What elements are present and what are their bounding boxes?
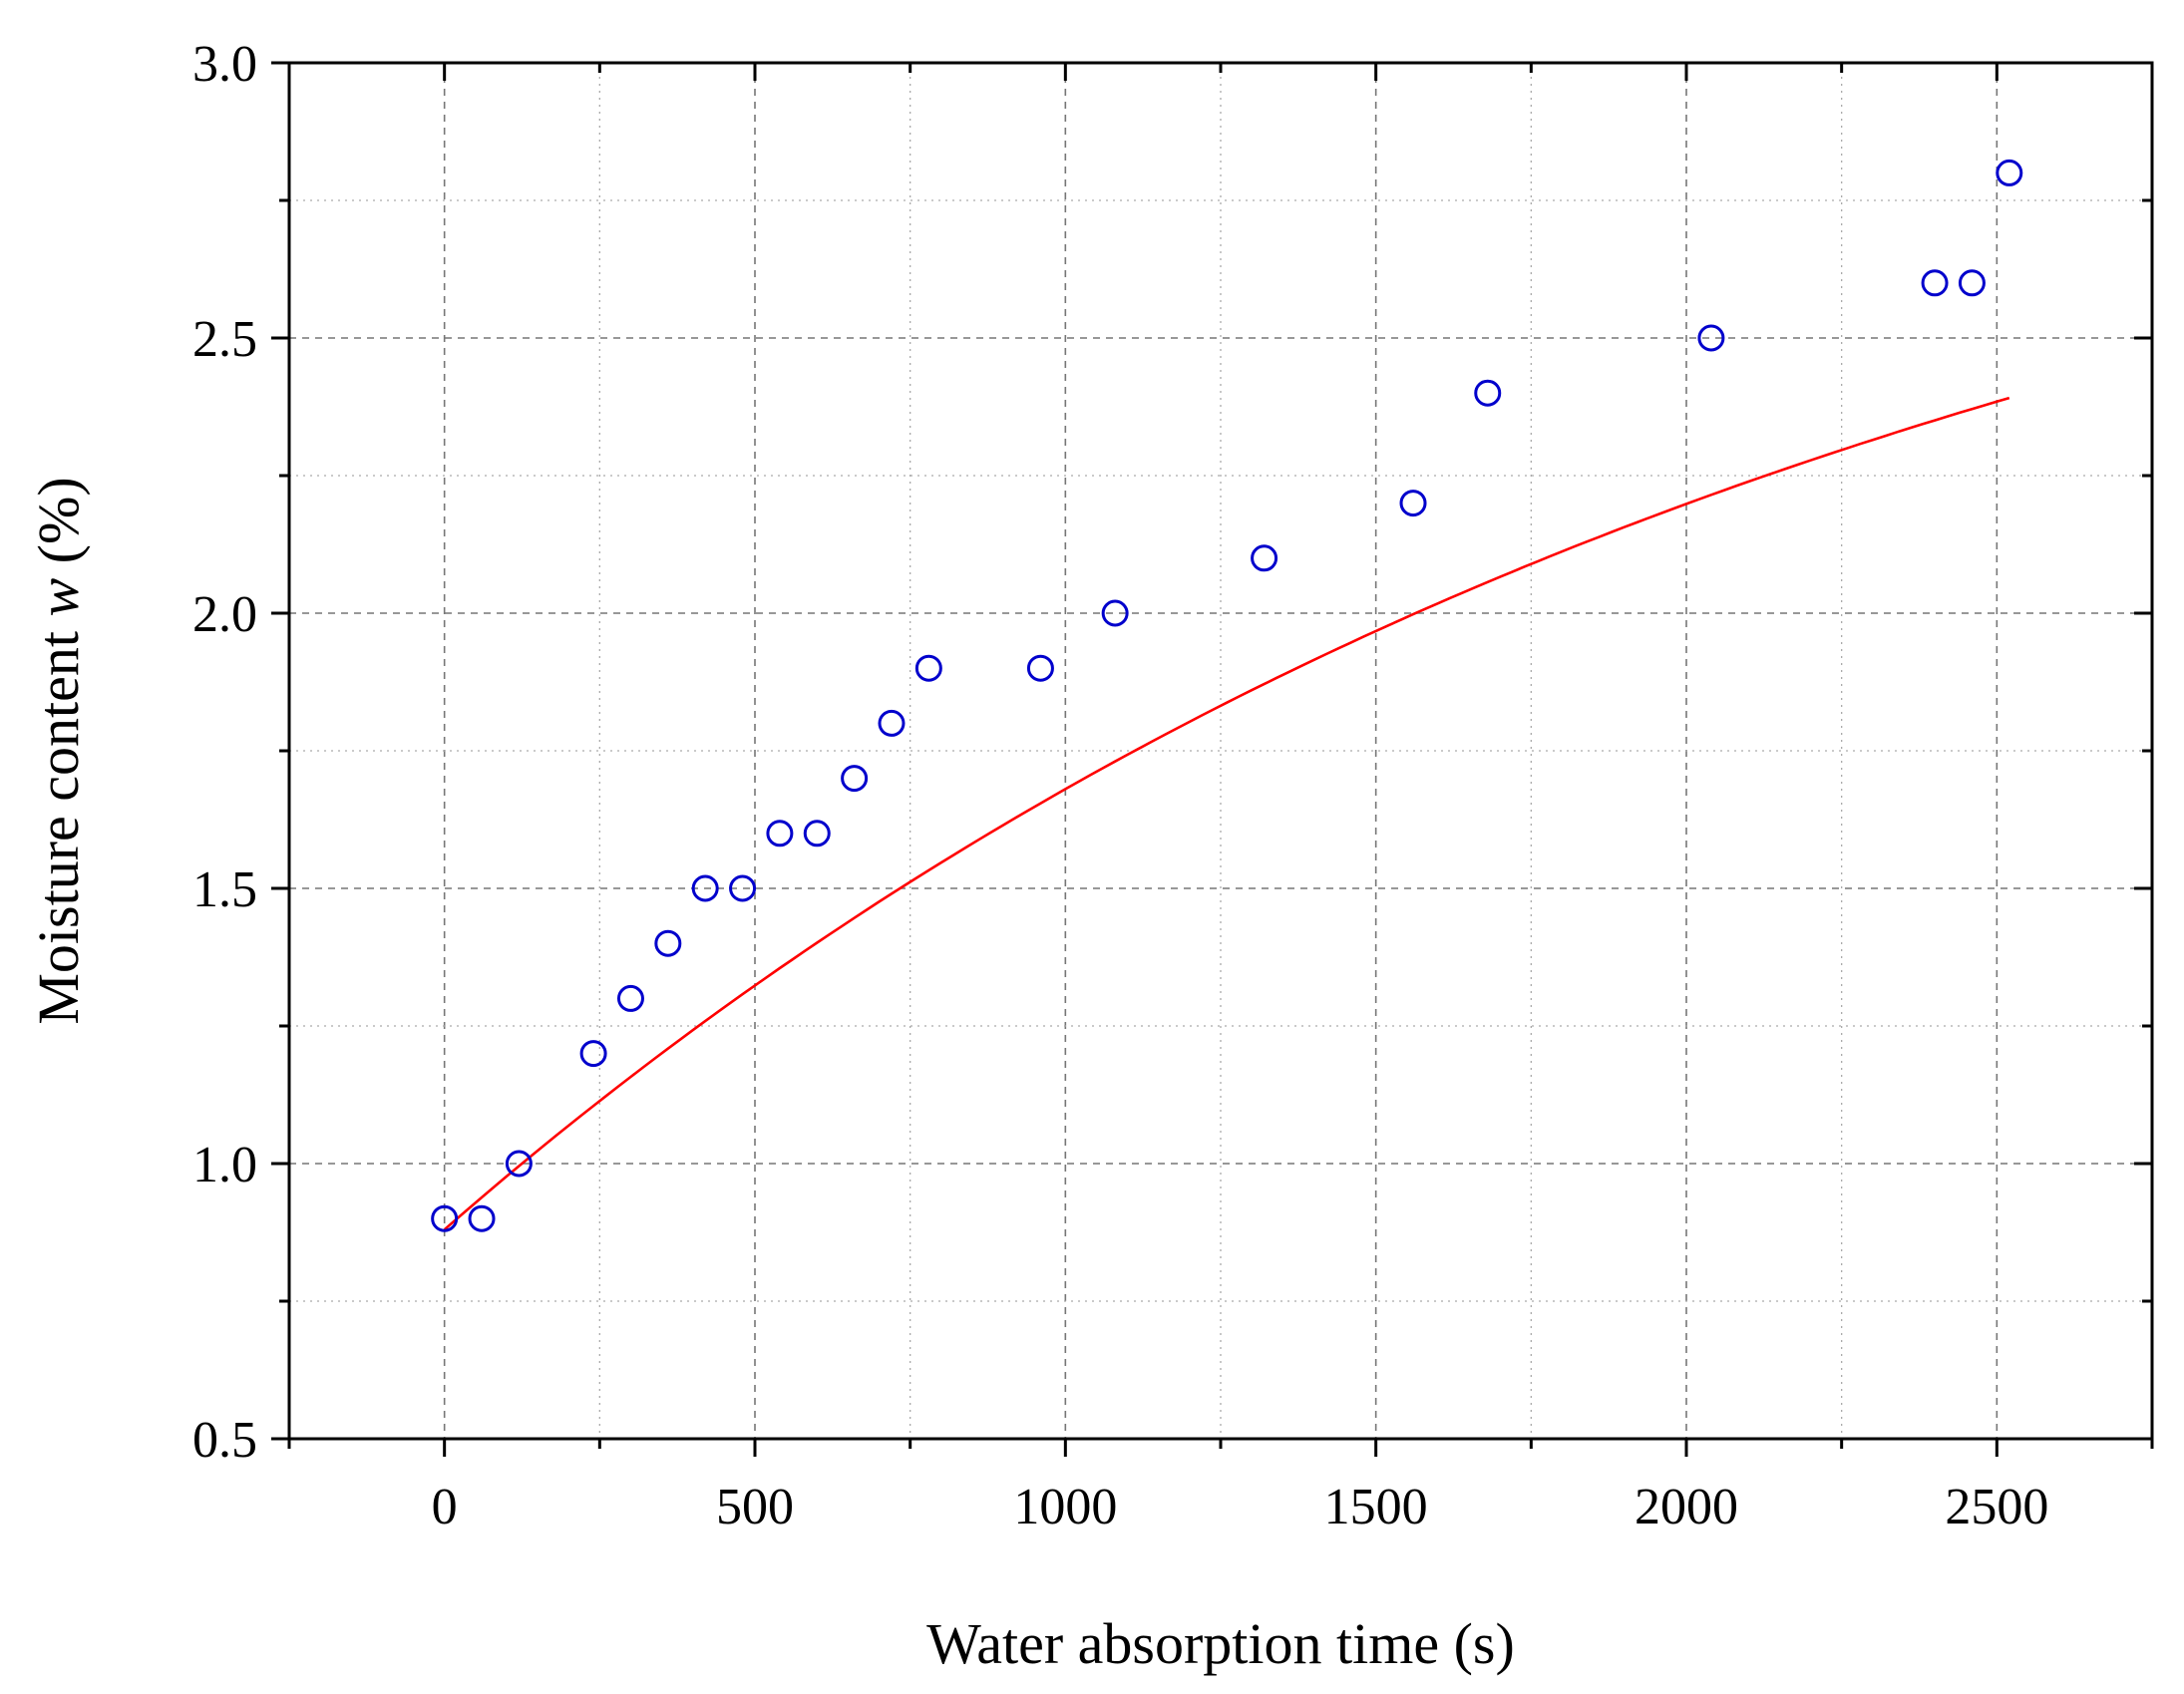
data-point [1399,490,1427,517]
data-point [841,765,869,793]
data-point [616,984,644,1012]
data-point [1996,159,2023,186]
data-point [803,820,831,847]
x-tick-label: 1500 [1324,1479,1428,1535]
data-point [579,1040,607,1068]
y-tick-label: 1.0 [192,1137,257,1193]
data-point [1697,324,1725,352]
y-tick-label: 2.5 [192,311,257,368]
data-point [1921,269,1949,297]
y-axis-title: Moisture content w (%) [26,477,91,1024]
plot-frame [287,61,2154,1441]
x-tick-label: 2500 [1945,1479,2048,1535]
x-tick-labels: 0 500 1000 1500 2000 2500 [432,1479,2049,1535]
axis-ticks [271,61,2154,1457]
y-axis-title-suffix: (%) [26,477,91,577]
data-point [766,820,794,847]
data-point [468,1204,496,1232]
y-tick-label: 2.0 [192,586,257,643]
data-point [878,709,906,737]
data-point [1101,599,1129,627]
y-axis-title-variable: w [26,577,91,616]
x-tick-label: 0 [432,1479,458,1535]
data-point [914,654,942,682]
data-point [1474,379,1502,407]
x-tick-label: 1000 [1013,1479,1117,1535]
fit-curve [443,396,2010,1231]
data-point [1958,269,1986,297]
data-point [1251,544,1278,572]
x-tick-label: 2000 [1635,1479,1738,1535]
data-point [691,874,719,902]
data-point [1026,654,1054,682]
data-points [431,159,2023,1232]
x-axis-title: Water absorption time (s) [926,1611,1515,1676]
data-point [654,929,682,957]
data-point [431,1204,459,1232]
y-tick-labels: 0.5 1.0 1.5 2.0 2.5 3.0 [192,36,257,1469]
y-tick-label: 3.0 [192,36,257,93]
grid-lines [289,63,2152,1439]
data-point [505,1150,533,1178]
y-axis-title-prefix: Moisture content [26,616,91,1024]
y-tick-label: 0.5 [192,1412,257,1469]
y-tick-label: 1.5 [192,861,257,918]
data-point [729,874,757,902]
x-tick-label: 500 [716,1479,794,1535]
